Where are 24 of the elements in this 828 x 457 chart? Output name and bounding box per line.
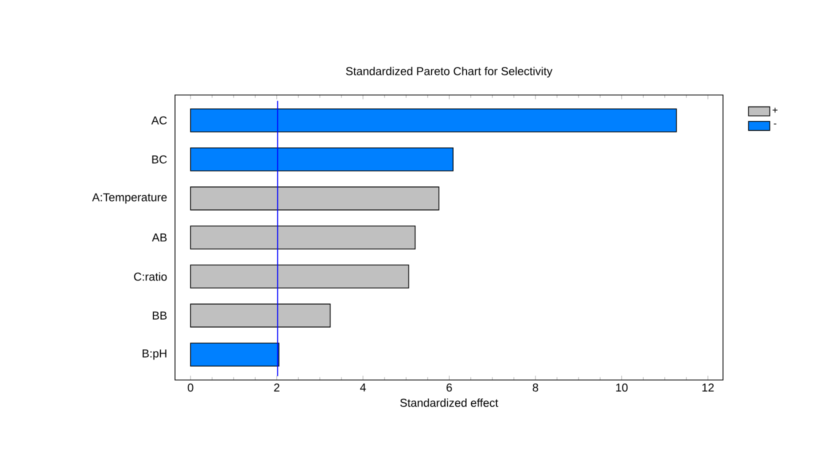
y-tick-label: AB [152,234,167,242]
y-tick-label: BC [152,155,167,164]
x-tick-label: 4 [360,384,366,392]
bar [190,264,410,288]
x-tick-label: 0 [188,384,194,392]
y-tick-label: BB [152,312,167,320]
x-tick-label: 2 [274,384,280,392]
x-tick-label: 8 [532,384,538,392]
bar [190,108,677,132]
bar [190,304,331,328]
legend-label: + [772,108,778,113]
bar [190,186,440,210]
chart-title: Standardized Pareto Chart for Selectivity [346,66,552,78]
y-tick-label: B:pH [142,349,166,360]
y-tick-label: A:Temperature [92,193,167,204]
y-tick-label: C:ratio [134,272,167,281]
x-tick-label: 10 [616,384,628,392]
bar [190,342,280,367]
y-tick-label: AC [151,116,167,124]
x-tick-label: 6 [446,384,452,392]
x-axis-title: Standardized effect [400,398,498,407]
bar [190,148,454,172]
bar [190,226,416,250]
x-tick-label: 12 [702,384,714,392]
